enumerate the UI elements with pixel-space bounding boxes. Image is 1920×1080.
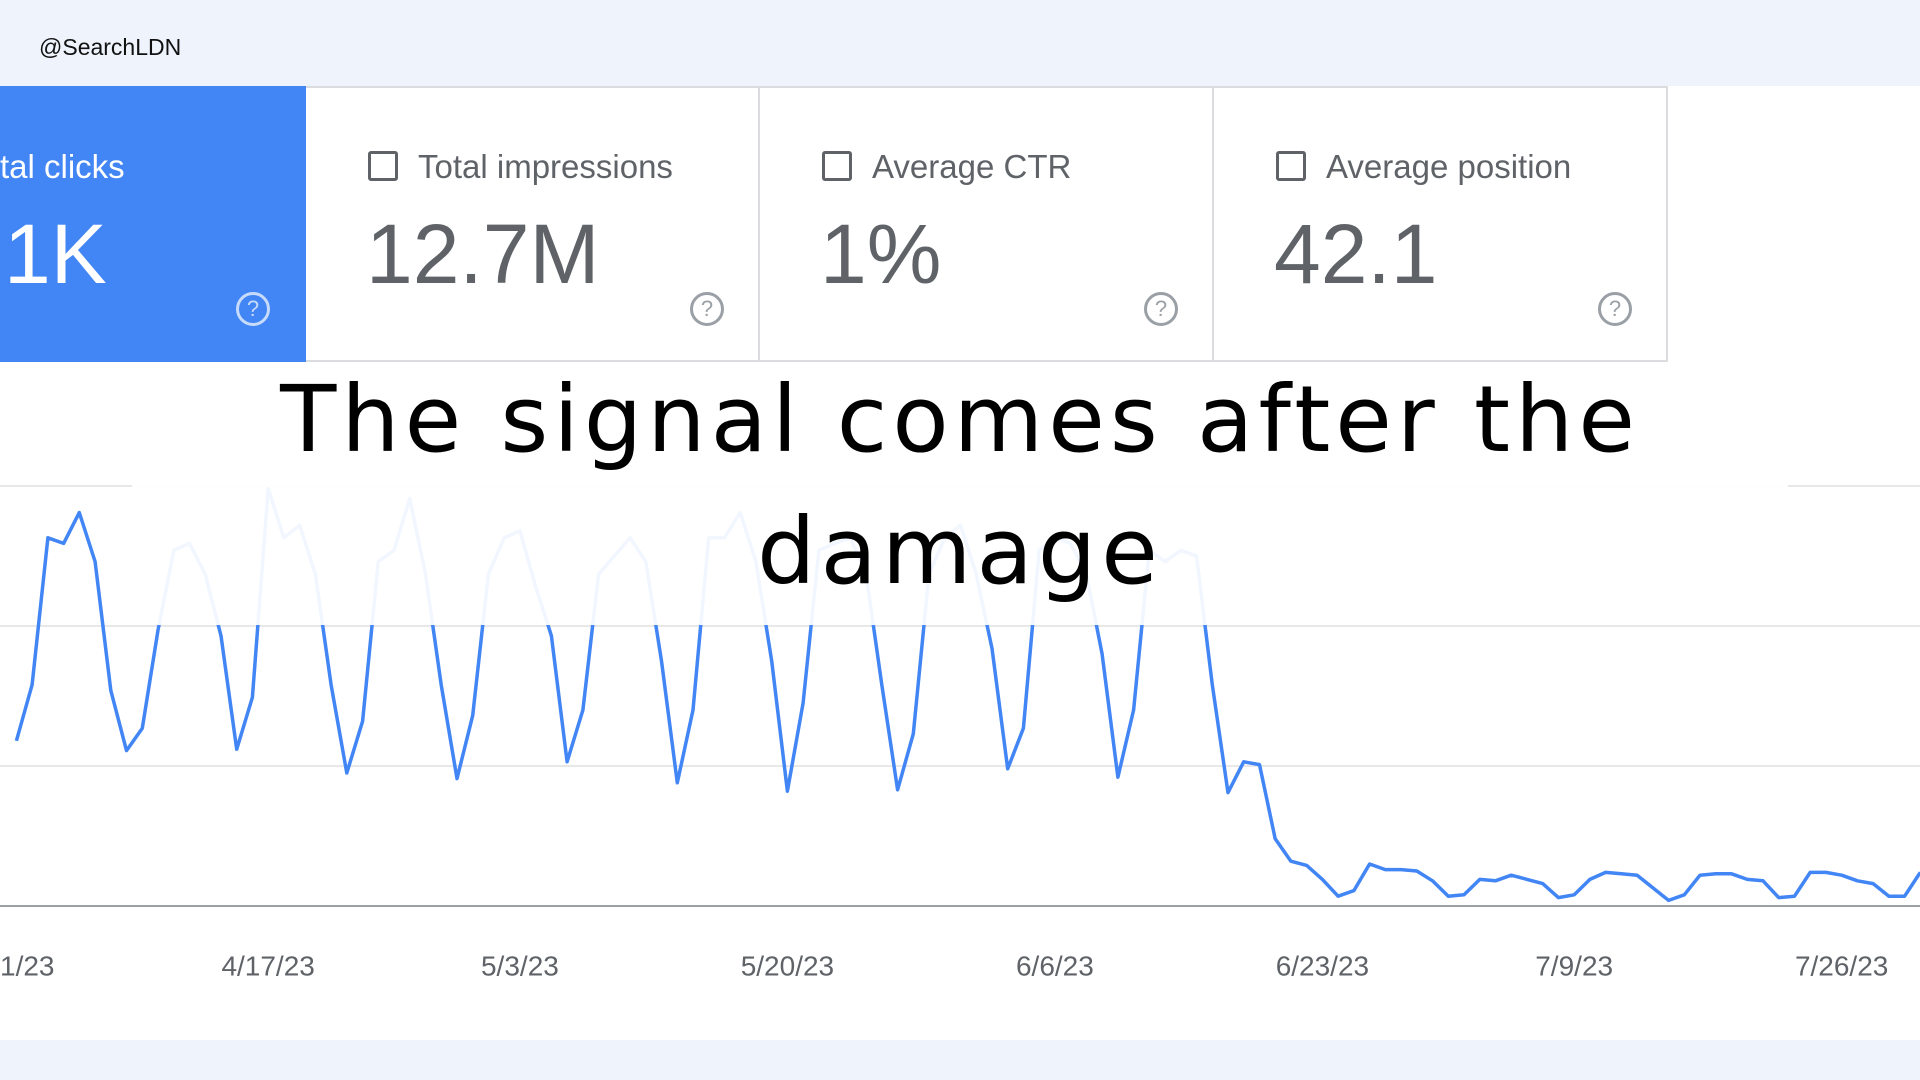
checkbox[interactable] [1276, 151, 1306, 181]
help-icon[interactable]: ? [690, 292, 724, 326]
help-icon[interactable]: ? [236, 292, 270, 326]
metric-card[interactable]: Total impressions 12.7M? [306, 86, 760, 362]
x-tick-label: 6/6/23 [1016, 950, 1094, 981]
x-tick-label: 6/23/23 [1276, 950, 1369, 981]
metric-label: Total impressions [418, 148, 673, 185]
checkbox[interactable] [368, 151, 398, 181]
chart: 1/23 4/17/23 5/3/23 5/20/23 6/6/23 6/23/23 7/9… [0, 362, 1920, 981]
metric-label: Average position [1326, 148, 1572, 185]
title-backdrop [132, 362, 1788, 625]
help-icon[interactable]: ? [1144, 292, 1178, 326]
metric-value: 42.1 [1274, 207, 1438, 301]
x-tick-label: 5/3/23 [481, 950, 559, 981]
x-tick-label: 4/17/23 [221, 950, 314, 981]
metric-card[interactable]: Average CTR 1%? [760, 86, 1214, 362]
x-tick-label: 7/9/23 [1535, 950, 1613, 981]
slide-title: The signal comes after the damage [280, 366, 1640, 605]
x-tick-label: 1/23 [0, 950, 55, 981]
metric-label: Average CTR [872, 148, 1072, 185]
search-console-panel: 1/23 4/17/23 5/3/23 5/20/23 6/6/23 6/23/23 7/9… [0, 86, 1920, 1040]
metric-value: 1% [820, 207, 942, 301]
metric-value: 1K [4, 207, 107, 301]
handle: @SearchLDN [39, 34, 182, 60]
metric-card[interactable]: tal clicks 1K? [0, 86, 306, 362]
help-icon[interactable]: ? [1598, 292, 1632, 326]
x-tick-label: 7/26/23 [1795, 950, 1888, 981]
checkbox[interactable] [822, 151, 852, 181]
metric-label: tal clicks [0, 148, 125, 185]
x-tick-label: 5/20/23 [741, 950, 834, 981]
metric-value: 12.7M [366, 207, 600, 301]
metric-card[interactable]: Average position 42.1? [1214, 86, 1668, 362]
